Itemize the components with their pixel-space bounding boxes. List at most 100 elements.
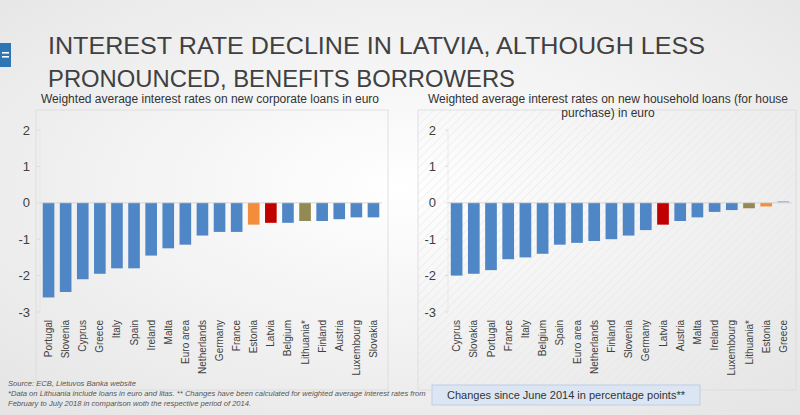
y-tick-label: -3 xyxy=(18,305,30,320)
y-tick xyxy=(445,130,448,131)
bar xyxy=(231,203,243,232)
category-label: Estonia xyxy=(761,320,772,354)
category-label: Slovenia xyxy=(60,320,71,359)
category-label: Euro area xyxy=(572,320,583,364)
bar xyxy=(299,203,311,221)
category-label: Latvia xyxy=(658,320,669,347)
category-label: Lithuania* xyxy=(744,320,755,365)
y-tick xyxy=(37,275,40,276)
category-label: Netherlands xyxy=(589,320,600,374)
bar xyxy=(588,203,600,241)
bar xyxy=(606,203,618,239)
bar xyxy=(537,203,549,254)
bar xyxy=(692,203,704,218)
category-label: Finland xyxy=(606,320,617,353)
source: Source: ECB, Lietuvos Banka website xyxy=(8,379,428,389)
chart: -3-2-1012CyprusSlovakiaPortugalFranceIta… xyxy=(418,110,796,390)
y-tick-label: 2 xyxy=(429,123,436,138)
y-tick xyxy=(37,166,40,167)
bar xyxy=(162,203,174,249)
bar xyxy=(468,203,480,274)
slide: INTEREST RATE DECLINE IN LATVIA, ALTHOUG… xyxy=(0,0,800,415)
y-tick-label: -2 xyxy=(18,268,30,283)
category-label: Slovakia xyxy=(468,320,479,358)
bar xyxy=(368,203,380,218)
changes-box xyxy=(432,385,700,405)
category-label: Belgium xyxy=(537,320,548,356)
footnote: *Data on Lithuania include loans in euro… xyxy=(8,389,428,408)
category-label: Ireland xyxy=(709,320,720,351)
bar xyxy=(197,203,209,236)
y-tick xyxy=(37,312,40,313)
y-tick-label: -1 xyxy=(18,232,30,247)
chart-title: Weighted average interest rates on new c… xyxy=(40,92,380,106)
bar xyxy=(674,203,686,221)
category-label: Belgium xyxy=(282,320,293,356)
category-label: Slovakia xyxy=(368,320,379,358)
category-label: Greece xyxy=(778,320,789,353)
category-label: France xyxy=(231,320,242,352)
bar xyxy=(623,203,635,236)
category-label: Germany xyxy=(214,320,225,361)
bar xyxy=(94,203,106,274)
bar xyxy=(145,203,157,256)
y-tick-label: -2 xyxy=(424,268,436,283)
category-label: Austria xyxy=(675,320,686,352)
bar xyxy=(351,203,363,218)
category-label: Spain xyxy=(554,320,565,346)
y-tick-label: 2 xyxy=(23,123,30,138)
y-tick xyxy=(445,312,448,313)
bar xyxy=(248,203,260,225)
side-marker xyxy=(0,43,11,67)
bar xyxy=(520,203,532,258)
chart-title: Weighted average interest rates on new h… xyxy=(418,92,798,120)
bar xyxy=(316,203,328,221)
bar xyxy=(640,203,652,230)
side-marker-line xyxy=(2,56,9,58)
bar xyxy=(451,203,463,276)
y-tick xyxy=(445,166,448,167)
category-label: France xyxy=(503,320,514,352)
side-marker-line xyxy=(2,52,9,54)
zero-line xyxy=(448,202,792,203)
y-tick-label: -1 xyxy=(424,232,436,247)
category-label: Ireland xyxy=(146,320,157,351)
bars xyxy=(43,203,380,298)
bar xyxy=(502,203,514,259)
background xyxy=(0,0,800,415)
bar xyxy=(485,203,497,270)
zero-line xyxy=(40,202,382,203)
bar xyxy=(214,203,226,232)
bar xyxy=(111,203,123,269)
y-tick xyxy=(445,239,448,240)
bar xyxy=(265,203,277,223)
category-label: Austria xyxy=(334,320,345,352)
bar xyxy=(726,203,738,210)
bar xyxy=(128,203,140,269)
bar xyxy=(554,203,566,245)
y-axis-line xyxy=(40,130,41,312)
category-label: Estonia xyxy=(248,320,259,354)
category-label: Cyprus xyxy=(451,320,462,352)
bar xyxy=(760,203,772,207)
chart: -3-2-1012PortugalSloveniaCyprusGreeceIta… xyxy=(18,110,388,390)
y-tick xyxy=(37,202,40,203)
category-label: Finland xyxy=(317,320,328,353)
category-label: Netherlands xyxy=(197,320,208,374)
bar xyxy=(333,203,345,219)
y-axis-line xyxy=(448,130,449,312)
category-label: Portugal xyxy=(43,320,54,357)
category-label: Spain xyxy=(129,320,140,346)
y-tick-label: 1 xyxy=(429,159,436,174)
y-tick xyxy=(445,202,448,203)
category-label: Cyprus xyxy=(77,320,88,352)
y-tick-label: 0 xyxy=(429,195,436,210)
bars xyxy=(451,201,789,276)
category-label: Slovenia xyxy=(623,320,634,359)
changes-note: Changes since June 2014 in percentage po… xyxy=(447,389,686,401)
y-tick-label: -3 xyxy=(424,305,436,320)
bar xyxy=(743,203,755,208)
category-label: Portugal xyxy=(486,320,497,357)
y-tick-label: 0 xyxy=(23,195,30,210)
bar xyxy=(709,203,721,212)
